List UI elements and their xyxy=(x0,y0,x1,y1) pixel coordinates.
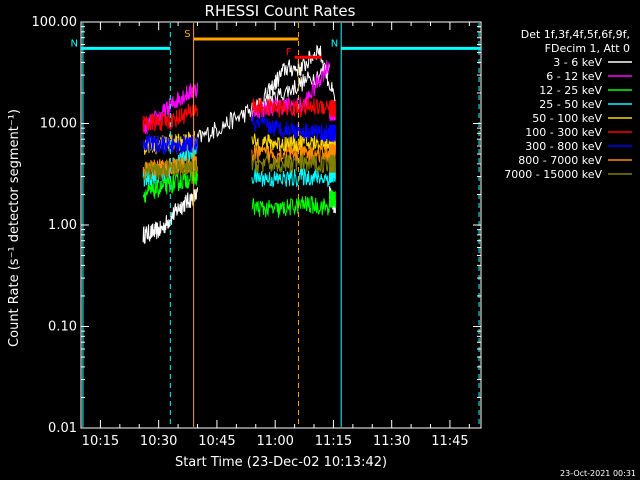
x-tick-label: 11:30 xyxy=(373,434,410,449)
legend-entry-label: 100 - 300 keV xyxy=(525,126,602,139)
chart-title: RHESSI Count Rates xyxy=(205,2,356,20)
y-tick-label: 100.00 xyxy=(32,15,78,30)
annotation-label: S xyxy=(184,29,190,40)
annotation-label: F xyxy=(286,47,292,58)
x-tick-label: 11:15 xyxy=(315,434,352,449)
annotation-label: N xyxy=(331,38,338,49)
y-tick-label: 0.10 xyxy=(48,320,77,335)
annotation-label: N xyxy=(71,38,78,49)
legend-entry-label: 800 - 7000 keV xyxy=(518,154,602,167)
legend-entry-label: 7000 - 15000 keV xyxy=(504,168,602,181)
legend: Det 1f,3f,4f,5f,6f,9f,FDecim 1, Att 03 -… xyxy=(504,28,632,181)
x-tick-label: 11:00 xyxy=(256,434,293,449)
x-tick-label: 11:45 xyxy=(431,434,468,449)
x-axis-label: Start Time (23-Dec-02 10:13:42) xyxy=(175,455,387,470)
x-tick-label: 10:45 xyxy=(198,434,235,449)
legend-entry-label: 25 - 50 keV xyxy=(539,98,602,111)
x-tick-label: 10:15 xyxy=(82,434,119,449)
y-tick-label: 10.00 xyxy=(40,117,77,132)
legend-header: FDecim 1, Att 0 xyxy=(545,42,630,55)
y-tick-label: 1.00 xyxy=(48,218,77,233)
legend-header: Det 1f,3f,4f,5f,6f,9f, xyxy=(521,28,630,41)
legend-entry-label: 300 - 800 keV xyxy=(525,140,602,153)
axes: 10:15 10:30 10:45 11:00 11:15 11:30 11:45 0.01 0… xyxy=(32,15,481,449)
x-tick-label: 10:30 xyxy=(140,434,177,449)
y-tick-label: 0.01 xyxy=(48,421,77,436)
legend-entry-label: 50 - 100 keV xyxy=(532,112,602,125)
legend-entry-label: 3 - 6 keV xyxy=(553,56,602,69)
legend-entry-label: 12 - 25 keV xyxy=(539,84,602,97)
y-axis-label: Count Rate (s⁻¹ detector segment⁻¹) xyxy=(7,109,22,347)
footer-timestamp: 23-Oct-2021 00:31 xyxy=(560,469,636,478)
legend-entry-label: 6 - 12 keV xyxy=(546,70,602,83)
series-line xyxy=(142,97,336,133)
